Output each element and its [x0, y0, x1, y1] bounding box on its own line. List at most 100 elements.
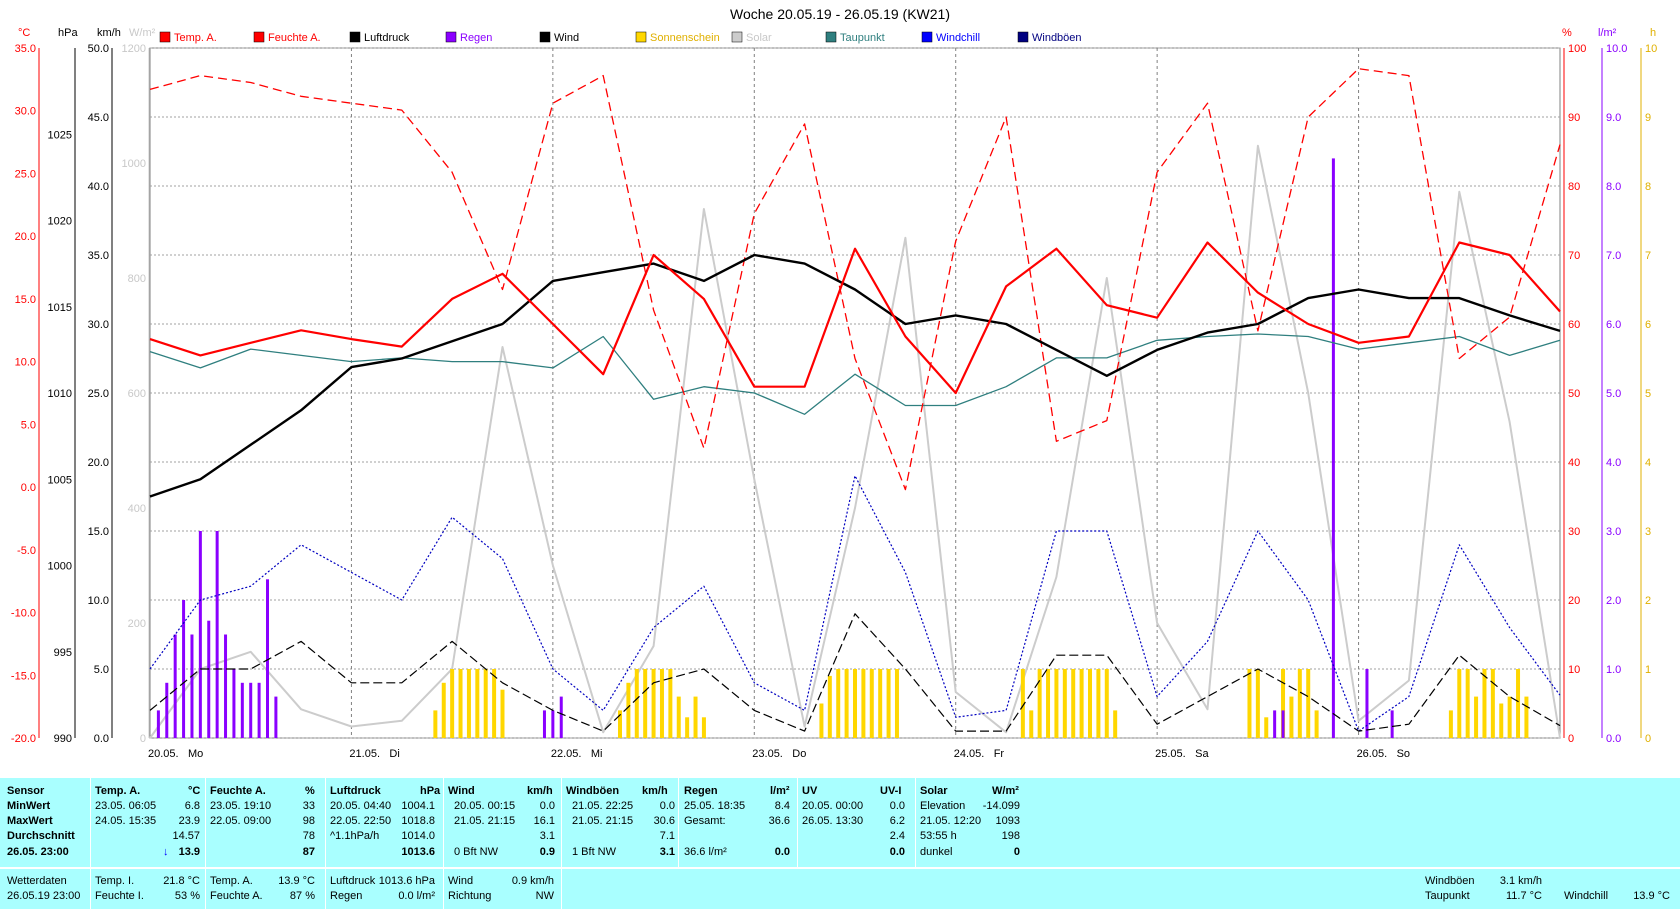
sunshine-bar	[668, 669, 673, 738]
x-weekday-label: Fr	[994, 748, 1005, 760]
legend-label: Regen	[460, 32, 492, 44]
sun-axis-tick: 4	[1645, 457, 1651, 469]
rain-bar	[240, 682, 244, 738]
temp-a-value: 13.9 °C	[278, 875, 315, 887]
uv-row-value: 2.4	[889, 830, 905, 842]
pressure-axis-tick: 1010	[48, 388, 72, 400]
press-unit: hPa	[420, 785, 441, 797]
stats-panel: Sensor MinWert MaxWert Durchschnitt 26.0…	[0, 778, 1680, 867]
x-weekday-label: So	[1397, 748, 1410, 760]
uv-row-value: 0.0	[889, 800, 905, 812]
richtung-value: NW	[535, 890, 554, 902]
pressure-axis-unit: hPa	[58, 27, 78, 39]
legend-swatch	[921, 31, 933, 43]
wind-axis-tick: 25.0	[88, 388, 109, 400]
legend-swatch	[159, 31, 171, 43]
wind-unit: km/h	[527, 785, 553, 797]
pressure-axis-tick: 995	[54, 647, 72, 659]
sunshine-bar	[1516, 669, 1521, 738]
row-label-now: 26.05. 23:00	[7, 846, 69, 858]
sunshine-bar	[676, 696, 681, 738]
rain-bar	[266, 579, 269, 738]
temp-trend-arrow-icon: ↓	[163, 846, 169, 858]
hum-row-label: 22.05. 09:00	[210, 815, 272, 827]
sunshine-bar	[1524, 696, 1529, 738]
rain-bar	[190, 634, 194, 738]
solar-row-label: dunkel	[920, 846, 953, 858]
wind-axis-tick: 30.0	[88, 319, 109, 331]
solar-row-label: 53:55 h	[920, 830, 957, 842]
rain-bar	[165, 682, 169, 738]
legend-label: Windchill	[936, 32, 980, 44]
press-row-value: 1004.1	[401, 800, 435, 812]
rain-bar	[257, 682, 261, 738]
hum-row-value: 98	[302, 815, 315, 827]
x-weekday-label: Do	[792, 748, 806, 760]
legend-swatch	[253, 31, 265, 43]
sunshine-bar	[651, 669, 656, 738]
rain-axis-tick: 5.0	[1606, 388, 1621, 400]
taupunkt-label: Taupunkt	[1425, 890, 1470, 902]
rain-row-value: 0.0	[774, 846, 790, 858]
wind-row-value: 3.1	[539, 830, 555, 842]
sunshine-bar	[1046, 669, 1051, 738]
windchill-value: 13.9 °C	[1633, 890, 1670, 902]
sunshine-bar	[466, 669, 471, 738]
sunshine-bar	[500, 689, 505, 738]
x-day-label: 24.05.	[954, 748, 985, 760]
legend-swatch	[445, 31, 457, 43]
sun-axis-tick: 10	[1645, 43, 1657, 55]
uv-unit: UV-I	[880, 785, 902, 797]
legend-swatch	[825, 31, 837, 43]
rain-bar	[1390, 710, 1394, 738]
humidity-axis-tick: 40	[1568, 457, 1580, 469]
rain-bar	[232, 669, 236, 738]
press-row-label: 22.05. 22:50	[330, 815, 392, 827]
humidity-axis-tick: 60	[1568, 319, 1580, 331]
wind-row-label: 20.05. 00:15	[454, 800, 516, 812]
temp-axis-tick: -10.0	[11, 608, 36, 620]
rain-axis-tick: 2.0	[1606, 595, 1621, 607]
wind-axis-tick: 20.0	[88, 457, 109, 469]
gust-row-value: 30.6	[653, 815, 675, 827]
sunshine-bar	[1314, 710, 1319, 738]
sunshine-bar	[894, 669, 899, 738]
solar-axis-tick: 800	[128, 273, 146, 285]
wind-row-value: 0.0	[539, 800, 555, 812]
temp-axis-tick: 0.0	[21, 482, 36, 494]
temp-row-value: 23.9	[178, 815, 200, 827]
x-weekday-label: Mo	[188, 748, 203, 760]
series-line-solar	[149, 144, 1561, 739]
temp-axis-tick: 15.0	[15, 294, 36, 306]
pressure-axis-tick: 1025	[48, 129, 72, 141]
sunshine-bar	[1037, 669, 1042, 738]
hum-row-label: 23.05. 19:10	[210, 800, 272, 812]
wind-label: Wind	[448, 875, 474, 887]
sun-axis-tick: 5	[1645, 388, 1651, 400]
rain-axis-tick: 0.0	[1606, 733, 1621, 745]
uv-row-label: 20.05. 00:00	[802, 800, 864, 812]
chart-title: Woche 20.05.19 - 26.05.19 (KW21)	[730, 6, 950, 22]
solar-row-value: -14.099	[982, 800, 1020, 812]
wind-axis-tick: 0.0	[94, 733, 109, 745]
humidity-axis-tick: 100	[1568, 43, 1586, 55]
temp-axis-tick: 5.0	[21, 419, 36, 431]
sun-axis-tick: 3	[1645, 526, 1651, 538]
regen-label: Regen	[330, 890, 363, 902]
series-line-temp-a	[149, 241, 1561, 395]
sunshine-bar	[886, 669, 891, 738]
rain-bar	[249, 682, 253, 738]
press-row-value: 1014.0	[401, 830, 435, 842]
rain-axis-tick: 3.0	[1606, 526, 1621, 538]
windboeen-label: Windböen	[1425, 875, 1475, 887]
rain-bar	[215, 531, 219, 738]
sunshine-bar	[1062, 669, 1067, 738]
sunshine-bar	[1490, 669, 1495, 738]
rain-bar	[207, 620, 211, 738]
wind-row-label: 0 Bft NW	[454, 846, 499, 858]
sunshine-bar	[492, 669, 497, 738]
row-label-min: MinWert	[7, 800, 51, 812]
wind-row-value: 0.9	[539, 846, 555, 858]
rain-bar	[182, 600, 186, 738]
solar-axis-tick: 1200	[122, 43, 146, 55]
